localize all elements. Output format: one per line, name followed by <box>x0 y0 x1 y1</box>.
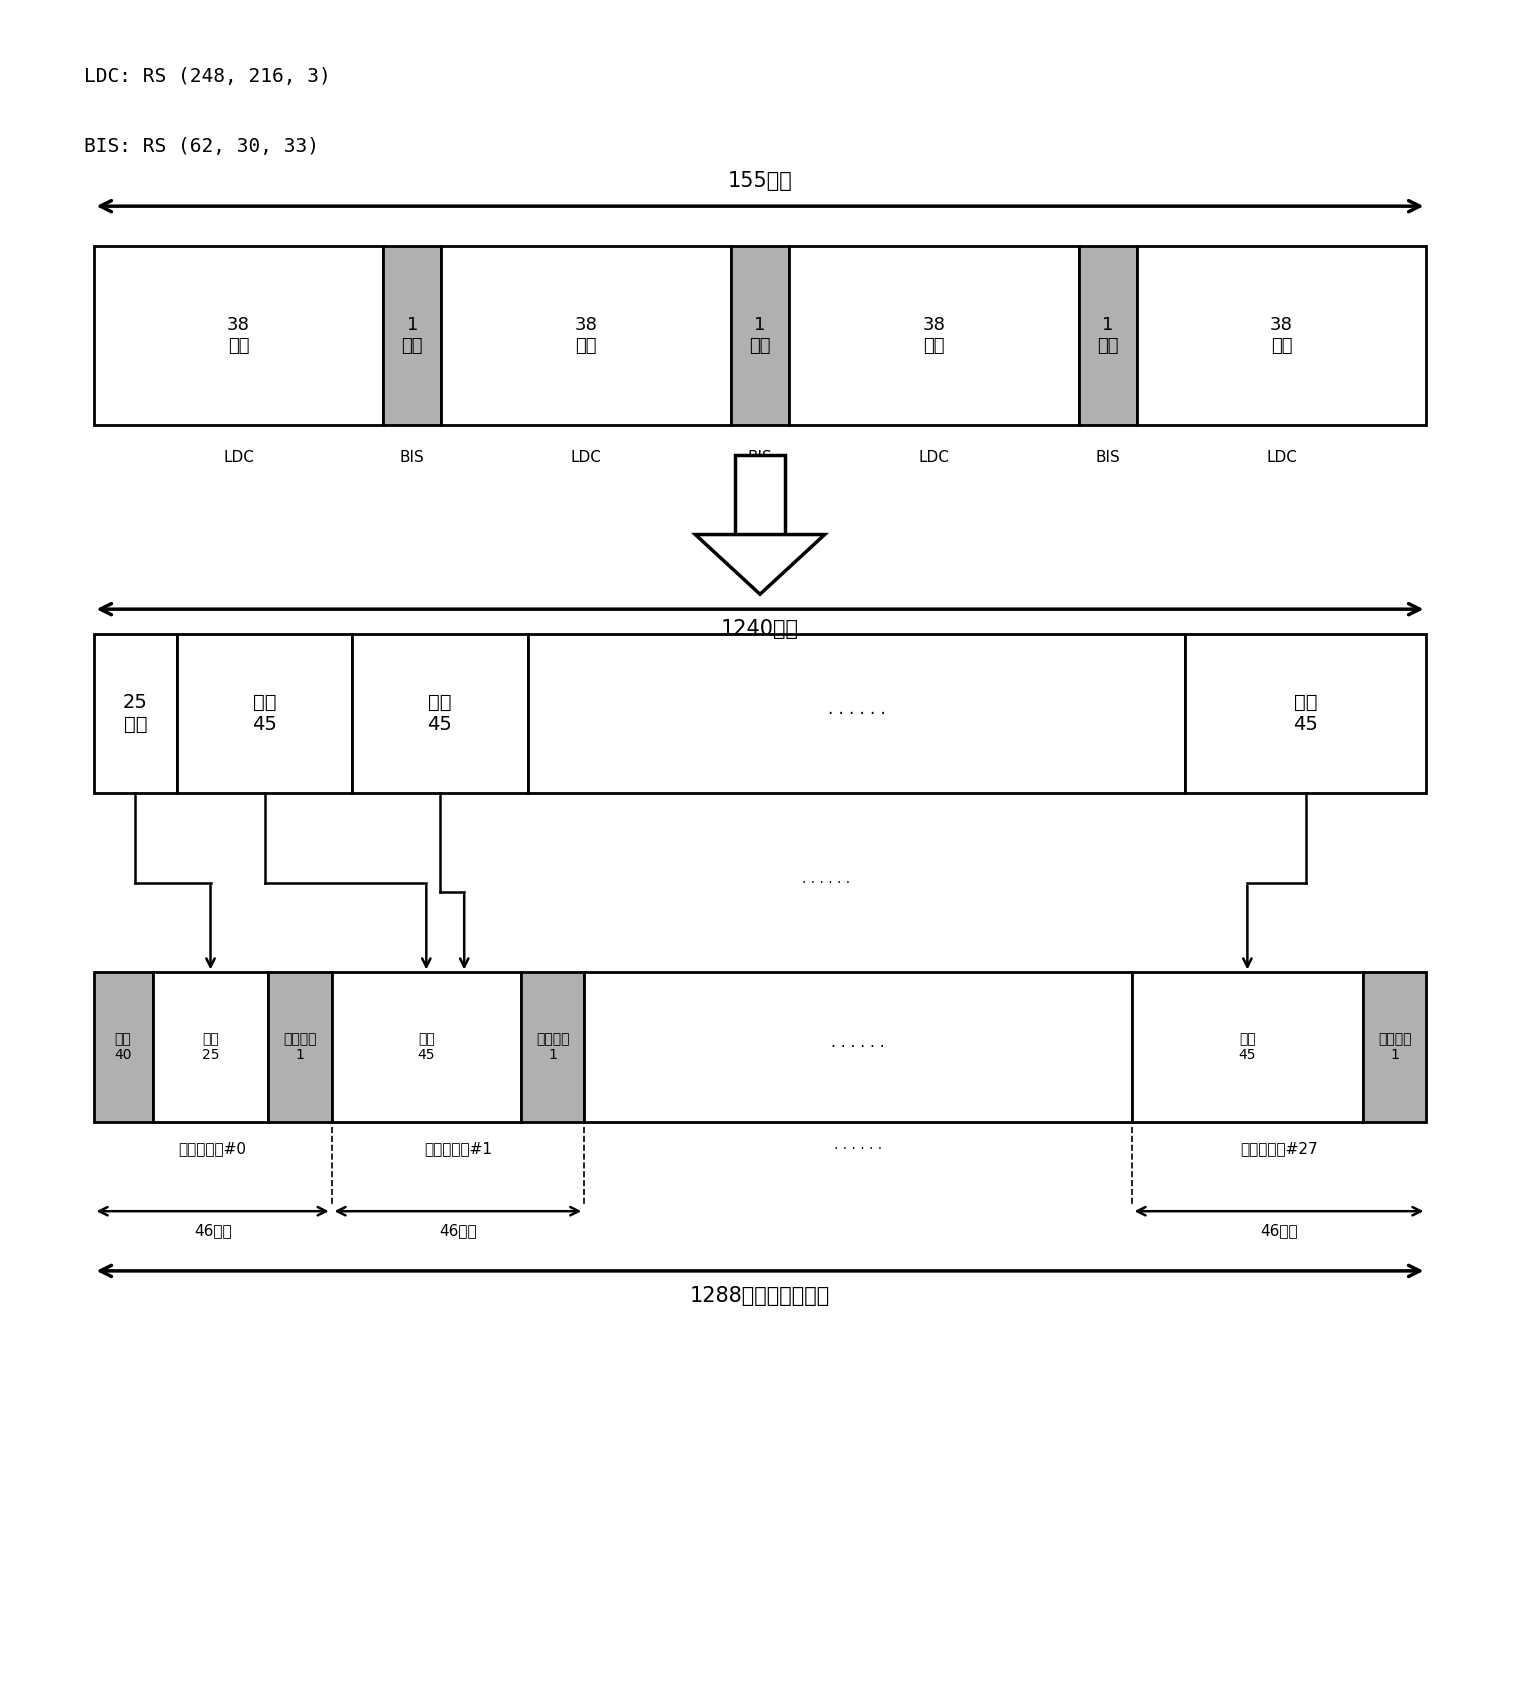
Text: 46字节: 46字节 <box>1260 1222 1298 1238</box>
Text: 38
字节: 38 字节 <box>574 317 597 356</box>
Text: 38
字节: 38 字节 <box>923 317 946 356</box>
Polygon shape <box>696 535 824 594</box>
Bar <box>352 635 527 794</box>
Text: LDC: LDC <box>918 450 949 466</box>
Text: 46字节: 46字节 <box>193 1222 231 1238</box>
Bar <box>789 245 1078 425</box>
Text: 数据
25: 数据 25 <box>201 1033 219 1062</box>
Bar <box>177 635 352 794</box>
Text: 1288比特（记录帧）: 1288比特（记录帧） <box>690 1285 830 1305</box>
Text: 直流控制块#27: 直流控制块#27 <box>1240 1141 1317 1156</box>
Bar <box>94 972 152 1122</box>
Text: 直流控制
1: 直流控制 1 <box>283 1033 317 1062</box>
Bar <box>94 245 384 425</box>
Bar <box>442 245 731 425</box>
Text: 数据
45: 数据 45 <box>1293 692 1319 735</box>
Text: BIS: BIS <box>748 450 772 466</box>
Text: 1
字节: 1 字节 <box>749 317 771 356</box>
Bar <box>268 972 332 1122</box>
Text: 数据
45: 数据 45 <box>417 1033 436 1062</box>
Bar <box>527 635 1185 794</box>
Text: LDC: RS (248, 216, 3): LDC: RS (248, 216, 3) <box>84 66 330 86</box>
Text: · · · · · ·: · · · · · · <box>832 1040 885 1055</box>
Text: · · · · · ·: · · · · · · <box>827 704 885 723</box>
Bar <box>1132 972 1363 1122</box>
Text: 数据
45: 数据 45 <box>1238 1033 1256 1062</box>
Text: BIS: BIS <box>401 450 425 466</box>
Bar <box>1078 245 1136 425</box>
Text: 直流控制
1: 直流控制 1 <box>536 1033 570 1062</box>
Text: 46字节: 46字节 <box>439 1222 477 1238</box>
Text: 155字节: 155字节 <box>728 171 792 191</box>
Bar <box>736 455 784 535</box>
Bar <box>94 635 177 794</box>
Text: 1240比特: 1240比特 <box>720 620 800 640</box>
Bar <box>1136 245 1427 425</box>
Bar <box>1363 972 1427 1122</box>
Bar <box>585 972 1132 1122</box>
Bar <box>332 972 521 1122</box>
Text: 数据
45: 数据 45 <box>428 692 452 735</box>
Text: 同步
40: 同步 40 <box>114 1033 133 1062</box>
Text: 直流控制块#0: 直流控制块#0 <box>178 1141 247 1156</box>
Bar <box>384 245 442 425</box>
Text: 38
字节: 38 字节 <box>227 317 250 356</box>
Bar <box>521 972 585 1122</box>
Text: 1
字节: 1 字节 <box>1097 317 1118 356</box>
Text: LDC: LDC <box>571 450 602 466</box>
Bar <box>152 972 268 1122</box>
Text: 直流控制
1: 直流控制 1 <box>1378 1033 1412 1062</box>
Text: 38
字节: 38 字节 <box>1270 317 1293 356</box>
Text: BIS: BIS <box>1095 450 1119 466</box>
Text: BIS: RS (62, 30, 33): BIS: RS (62, 30, 33) <box>84 137 318 156</box>
Text: 25
字节: 25 字节 <box>123 692 148 735</box>
Bar <box>731 245 789 425</box>
Text: 数据
45: 数据 45 <box>253 692 277 735</box>
Text: 直流控制块#1: 直流控制块#1 <box>423 1141 492 1156</box>
Text: · · · · · ·: · · · · · · <box>803 875 850 891</box>
Text: LDC: LDC <box>222 450 254 466</box>
Bar <box>1185 635 1427 794</box>
Text: LDC: LDC <box>1266 450 1298 466</box>
Text: · · · · · ·: · · · · · · <box>835 1141 882 1156</box>
Text: 1
字节: 1 字节 <box>402 317 423 356</box>
